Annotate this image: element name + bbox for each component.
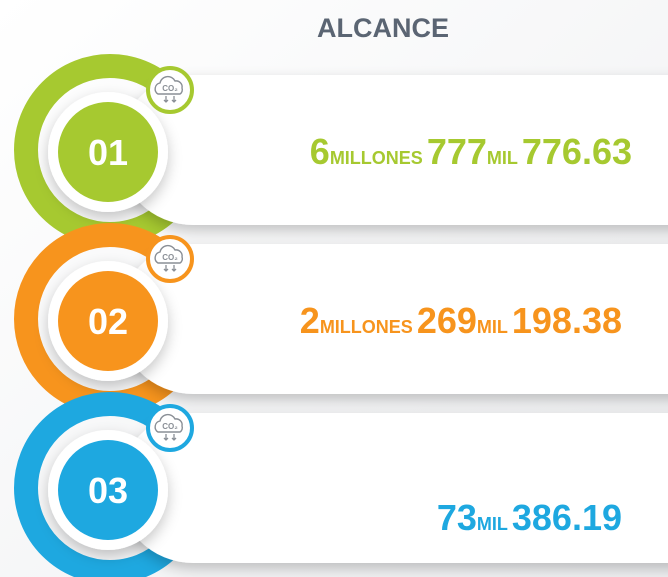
amount-value: 73 [437,497,477,538]
item-number: 02 [88,301,128,342]
unit-label: MILLONES [330,148,423,168]
card [118,413,668,563]
card [118,75,668,225]
amount: 2MILLONES 269MIL 198.38 [300,300,622,341]
card [118,244,668,394]
icon-circle [146,235,194,283]
item: 01 CO₂ 6MILLONES 777MIL 776.63 [14,54,668,246]
item-number: 03 [88,470,128,511]
badge [58,102,158,202]
unit-label: MIL [487,148,518,168]
unit-label: MILLONES [320,317,413,337]
unit-label: MIL [477,514,508,534]
amount-value: 2 [300,300,320,341]
item-number: 01 [88,132,128,173]
icon-label: CO₂ [162,422,178,431]
arrows-icon [163,434,177,441]
title: ALCANCE [317,13,449,43]
amount-value: 776.63 [522,131,632,172]
icon-circle [146,66,194,114]
arrows-icon [163,265,177,272]
icon-label: CO₂ [162,253,178,262]
amount: 73MIL 386.19 [437,497,622,538]
amount-value: 198.38 [512,300,622,341]
cloud-icon [154,244,184,264]
badge [58,271,158,371]
amount-value: 269 [417,300,477,341]
icon-label: CO₂ [162,84,178,93]
amount-value: 777 [427,131,487,172]
badge [58,440,158,540]
amount: 6MILLONES 777MIL 776.63 [310,131,632,172]
arrows-icon [163,96,177,103]
unit-label: MIL [477,317,508,337]
cloud-icon [154,75,184,95]
amount-value: 6 [310,131,330,172]
item: 03 CO₂ 73MIL 386.19 [14,392,668,577]
cloud-icon [154,413,184,433]
icon-circle [146,404,194,452]
amount-value: 386.19 [512,497,622,538]
